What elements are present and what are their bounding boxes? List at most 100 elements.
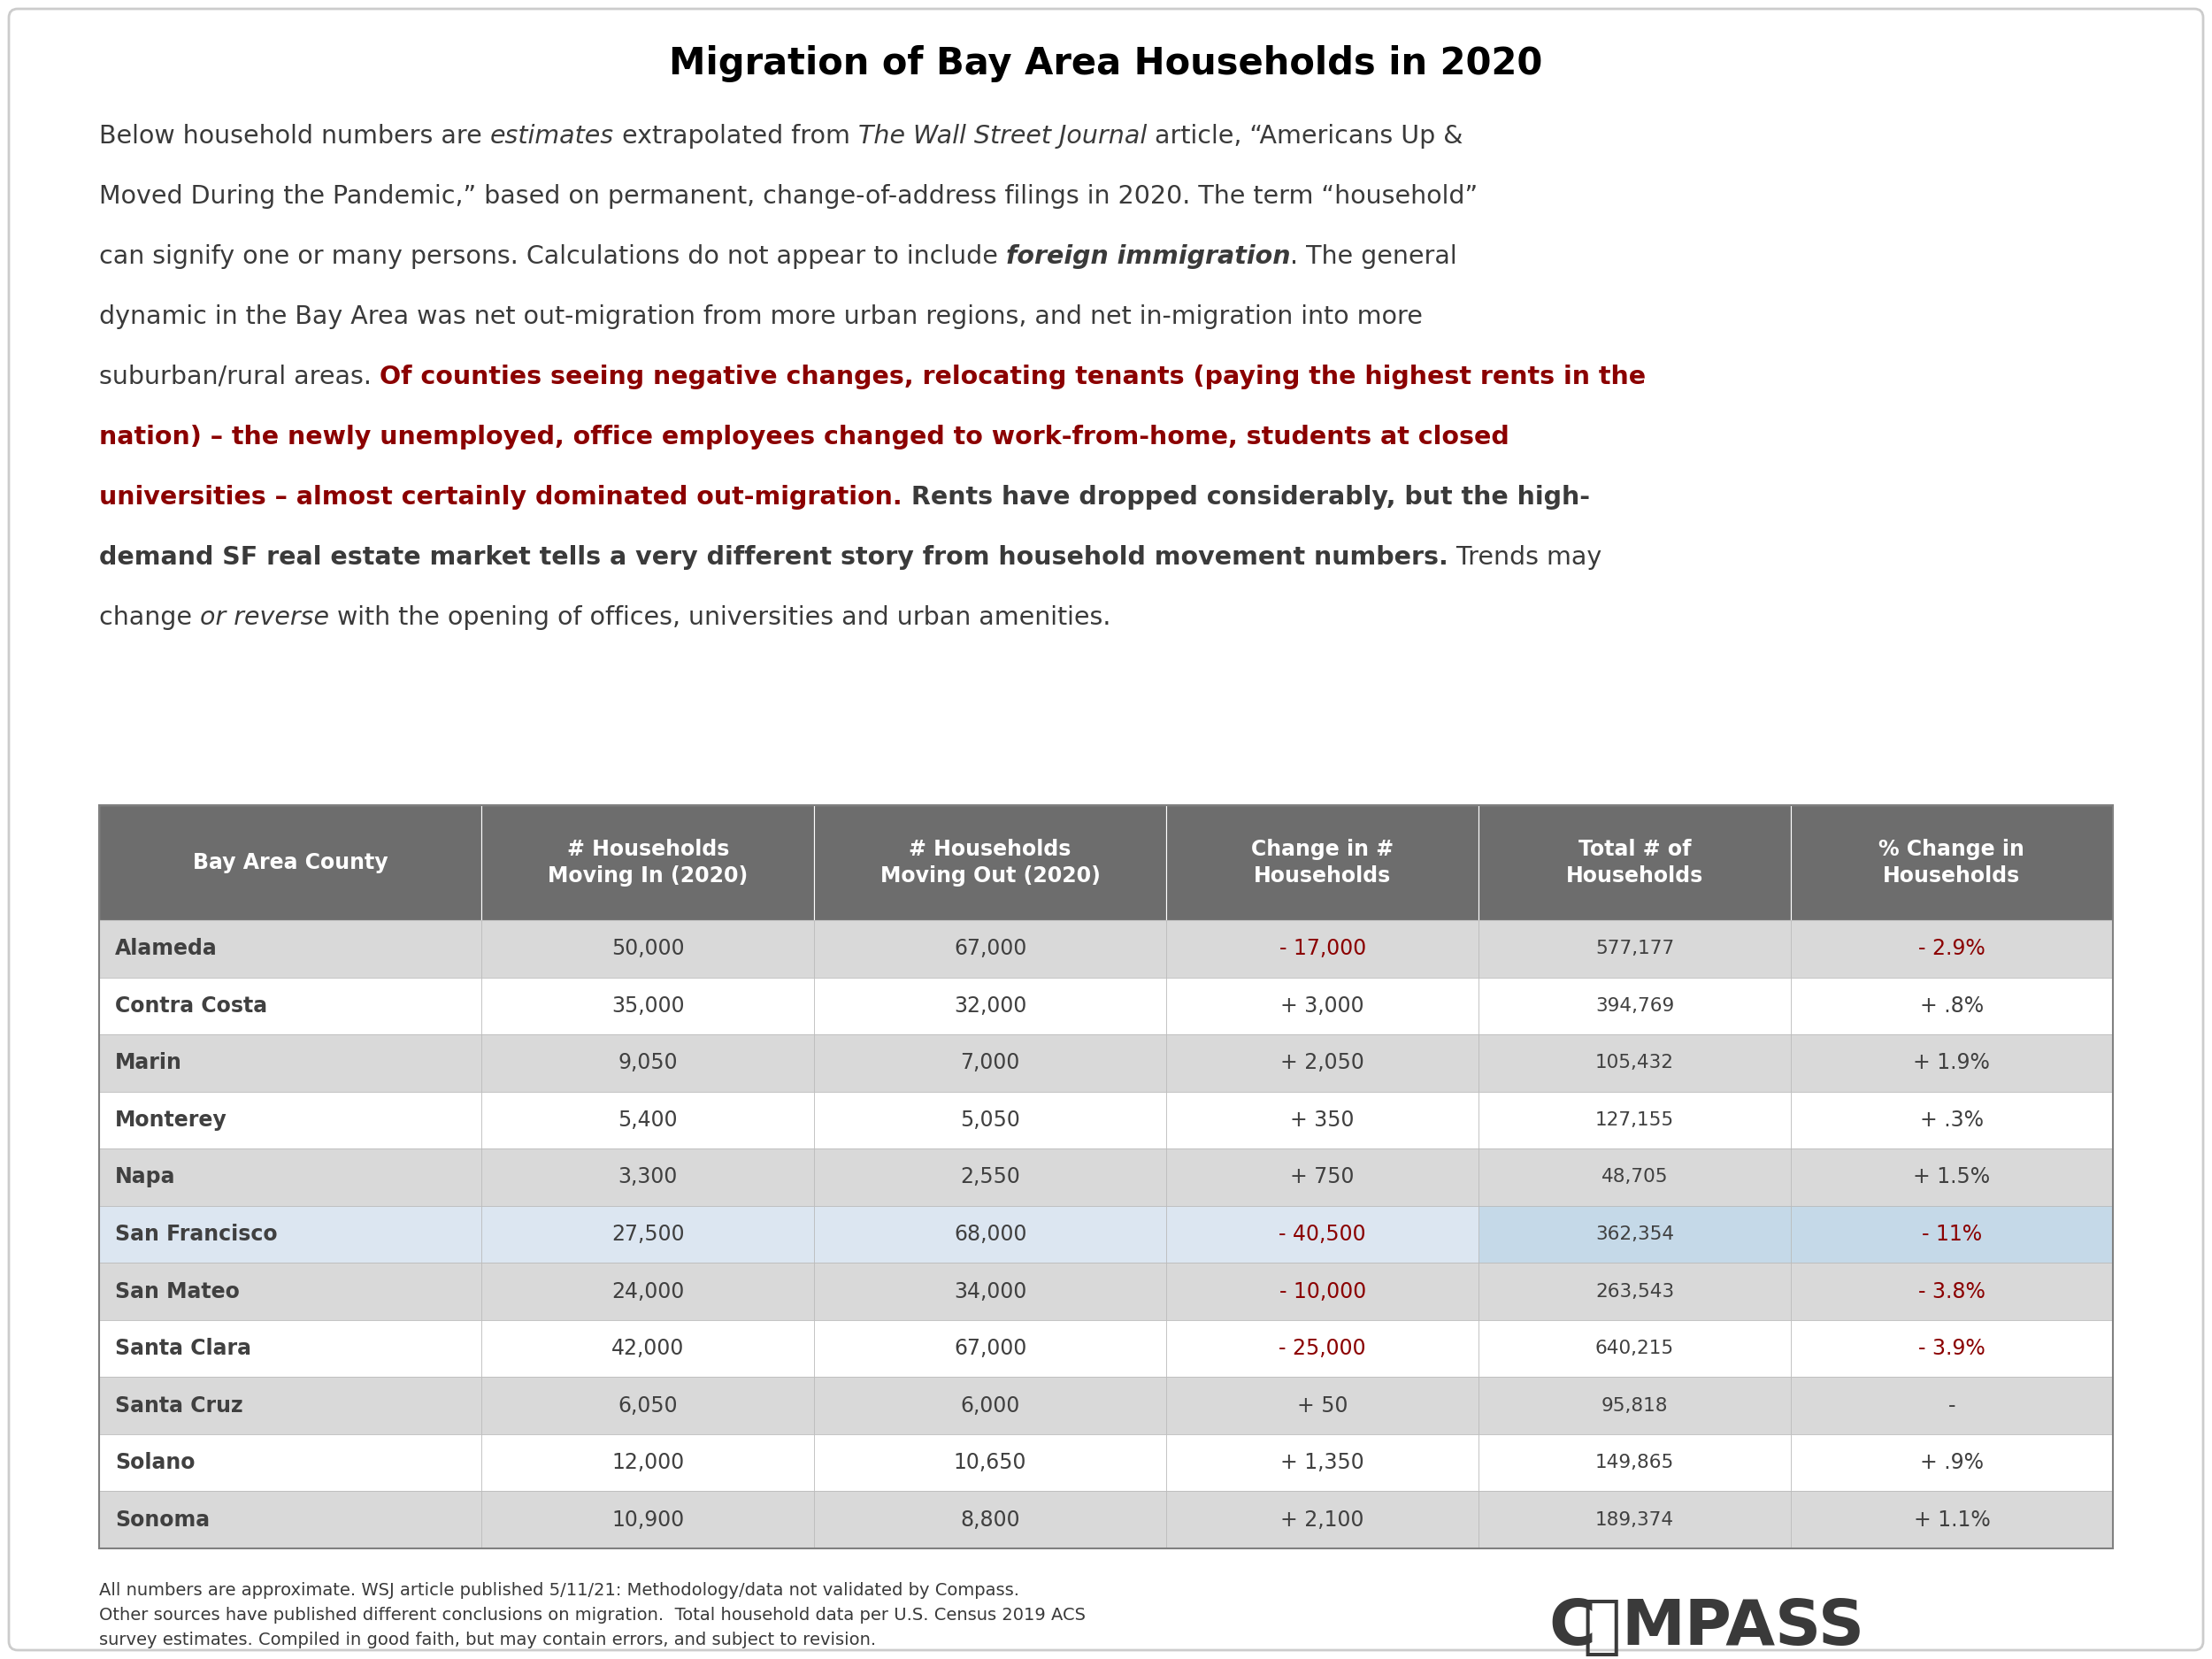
Text: # Households
Moving In (2020): # Households Moving In (2020) (549, 839, 748, 886)
Text: + 50: + 50 (1296, 1395, 1347, 1417)
Text: 6,050: 6,050 (617, 1395, 677, 1417)
Bar (1792, 1035, 2112, 1092)
Text: 50,000: 50,000 (611, 937, 684, 959)
Bar (1792, 1206, 2112, 1262)
Text: Ⓞ: Ⓞ (1582, 1598, 1621, 1657)
Bar (100, 1433, 482, 1491)
Bar (1166, 977, 1478, 1035)
Text: 6,000: 6,000 (960, 1395, 1020, 1417)
Bar (1166, 921, 1478, 977)
Text: 127,155: 127,155 (1595, 1112, 1674, 1128)
Text: with the opening of offices, universities and urban amenities.: with the opening of offices, universitie… (330, 606, 1110, 630)
Text: Below household numbers are: Below household numbers are (100, 124, 491, 149)
Text: 8,800: 8,800 (960, 1510, 1020, 1531)
Bar (1792, 921, 2112, 977)
Bar (1478, 921, 1792, 977)
Text: - 2.9%: - 2.9% (1918, 937, 1986, 959)
Bar (1792, 805, 2112, 921)
Text: 362,354: 362,354 (1595, 1226, 1674, 1243)
Bar (1792, 1148, 2112, 1206)
Bar (814, 1262, 1166, 1321)
Bar (100, 1377, 482, 1433)
Bar (482, 1035, 814, 1092)
Text: Napa: Napa (115, 1166, 175, 1188)
Text: 7,000: 7,000 (960, 1052, 1020, 1073)
Bar (1792, 1321, 2112, 1377)
Text: San Mateo: San Mateo (115, 1281, 239, 1302)
Text: 48,705: 48,705 (1601, 1168, 1668, 1186)
Text: 10,650: 10,650 (953, 1452, 1026, 1473)
Text: Change in #
Households: Change in # Households (1252, 839, 1394, 886)
Text: + 1.9%: + 1.9% (1913, 1052, 1991, 1073)
Bar (1478, 1035, 1792, 1092)
Bar (1166, 1433, 1478, 1491)
Text: 12,000: 12,000 (611, 1452, 684, 1473)
Text: + 1.1%: + 1.1% (1913, 1510, 1991, 1531)
Bar (482, 1092, 814, 1148)
Bar (1478, 977, 1792, 1035)
Bar (814, 805, 1166, 921)
Text: 105,432: 105,432 (1595, 1053, 1674, 1072)
Text: 27,500: 27,500 (611, 1224, 684, 1244)
Text: 9,050: 9,050 (617, 1052, 677, 1073)
Text: Trends may: Trends may (1449, 546, 1601, 569)
Bar (482, 921, 814, 977)
Bar (1478, 1148, 1792, 1206)
Text: change: change (100, 606, 199, 630)
Text: 394,769: 394,769 (1595, 997, 1674, 1015)
Bar (1478, 805, 1792, 921)
Bar (482, 1262, 814, 1321)
Bar (1166, 1262, 1478, 1321)
Bar (1478, 1377, 1792, 1433)
Bar (1792, 1491, 2112, 1548)
Text: Of counties seeing negative changes, relocating tenants (paying the highest rent: Of counties seeing negative changes, rel… (380, 365, 1646, 390)
Text: # Households
Moving Out (2020): # Households Moving Out (2020) (880, 839, 1099, 886)
Text: + 1,350: + 1,350 (1281, 1452, 1365, 1473)
Bar (814, 1433, 1166, 1491)
Bar (100, 805, 482, 921)
Text: 149,865: 149,865 (1595, 1453, 1674, 1472)
Text: . The general: . The general (1290, 244, 1458, 269)
Text: + 3,000: + 3,000 (1281, 995, 1365, 1017)
Bar (1478, 1092, 1792, 1148)
Text: Total # of
Households: Total # of Households (1566, 839, 1703, 886)
Bar (814, 1206, 1166, 1262)
Bar (1166, 1491, 1478, 1548)
Text: Santa Clara: Santa Clara (115, 1337, 252, 1359)
Text: 68,000: 68,000 (953, 1224, 1026, 1244)
Bar (482, 1377, 814, 1433)
Bar (1166, 1148, 1478, 1206)
Text: -: - (1949, 1395, 1955, 1417)
Text: 3,300: 3,300 (617, 1166, 677, 1188)
Bar (100, 921, 482, 977)
Text: + .3%: + .3% (1920, 1110, 1984, 1131)
Bar (1166, 1321, 1478, 1377)
Text: + .8%: + .8% (1920, 995, 1984, 1017)
Bar (100, 1092, 482, 1148)
Bar (1166, 1035, 1478, 1092)
Text: Contra Costa: Contra Costa (115, 995, 268, 1017)
Bar (100, 1035, 482, 1092)
Text: 95,818: 95,818 (1601, 1397, 1668, 1415)
Bar (1166, 1377, 1478, 1433)
Text: All numbers are approximate. WSJ article published 5/11/21: Methodology/data not: All numbers are approximate. WSJ article… (100, 1583, 1086, 1649)
Bar (100, 805, 2112, 1548)
Text: - 11%: - 11% (1922, 1224, 1982, 1244)
Bar (814, 1321, 1166, 1377)
Bar (1792, 977, 2112, 1035)
Text: Bay Area County: Bay Area County (192, 853, 387, 873)
Text: 67,000: 67,000 (953, 937, 1026, 959)
Text: 10,900: 10,900 (611, 1510, 684, 1531)
Bar (1166, 805, 1478, 921)
Bar (100, 1262, 482, 1321)
Text: 34,000: 34,000 (953, 1281, 1026, 1302)
Text: + 750: + 750 (1290, 1166, 1354, 1188)
Text: 5,050: 5,050 (960, 1110, 1020, 1131)
Bar (1478, 1262, 1792, 1321)
Text: 640,215: 640,215 (1595, 1340, 1674, 1357)
Text: San Francisco: San Francisco (115, 1224, 276, 1244)
Text: 263,543: 263,543 (1595, 1282, 1674, 1301)
Text: 5,400: 5,400 (617, 1110, 677, 1131)
Text: C: C (1548, 1598, 1595, 1657)
Bar (814, 1491, 1166, 1548)
